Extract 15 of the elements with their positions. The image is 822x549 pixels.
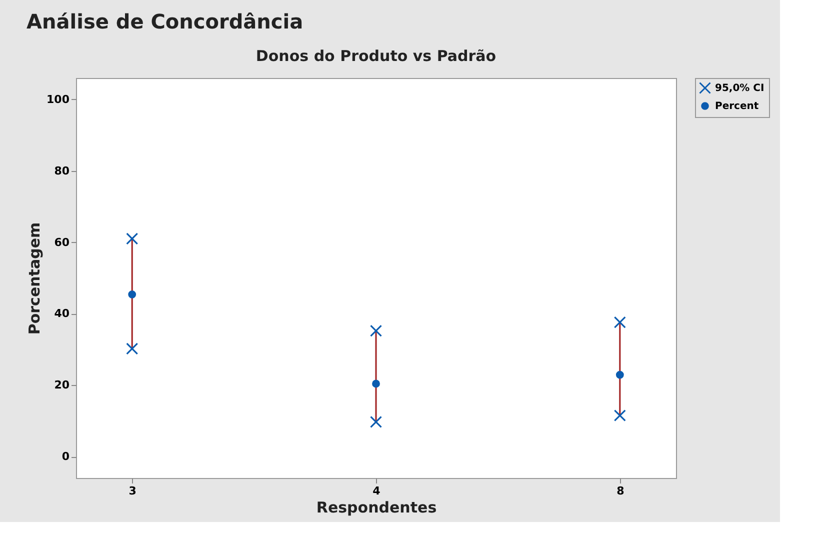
y-tick-label: 40 xyxy=(54,307,70,320)
y-tick-label: 0 xyxy=(62,450,70,464)
x-tick-label: 8 xyxy=(616,484,624,498)
legend-label: 95,0% CI xyxy=(715,83,764,94)
x-axis-title: Respondentes xyxy=(316,498,437,516)
y-tick-label: 60 xyxy=(54,236,70,249)
chart-title: Análise de Concordância xyxy=(26,10,304,34)
y-axis-title: Porcentagem xyxy=(26,222,44,335)
x-tick-label: 3 xyxy=(128,484,136,498)
legend-label: Percent xyxy=(715,101,759,112)
y-tick-label: 20 xyxy=(54,378,70,392)
y-tick-label: 80 xyxy=(54,164,70,178)
chart-subtitle: Donos do Produto vs Padrão xyxy=(256,47,496,65)
x-tick-label: 4 xyxy=(372,484,381,498)
y-tick-label: 100 xyxy=(46,92,70,106)
